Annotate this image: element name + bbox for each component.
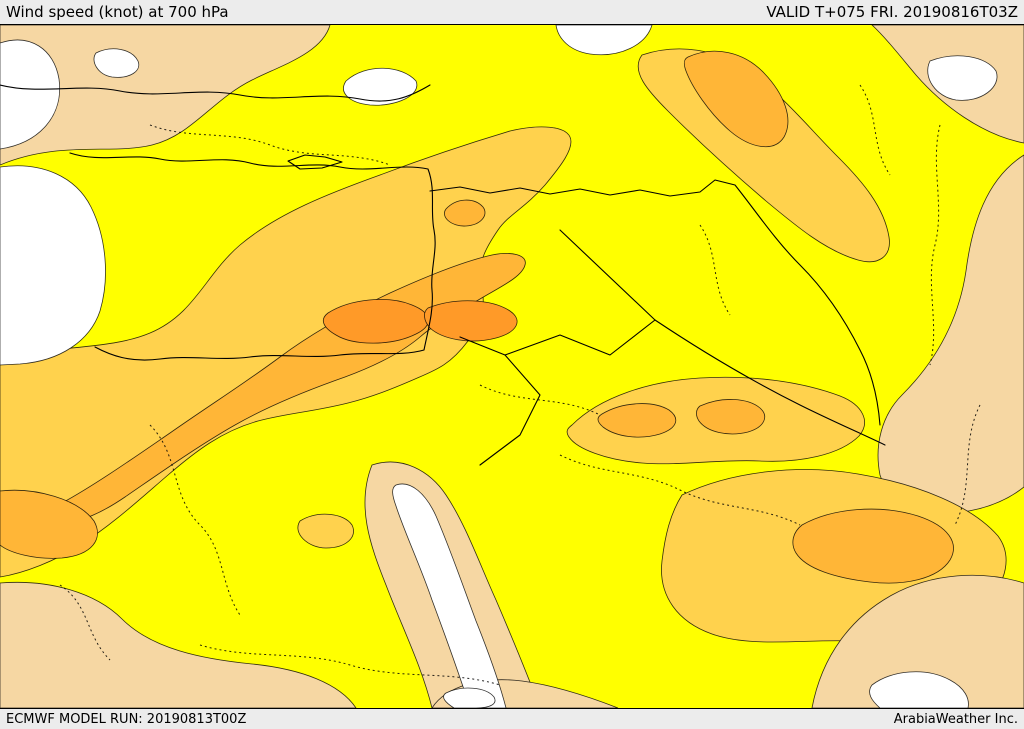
border-syria-iraq [559,229,656,321]
dotted-iran-interior [929,124,941,366]
tan-bottom-left [0,581,357,708]
border-iraq-saudi [654,319,886,446]
dotted-saudi-central [559,454,801,526]
footer-bar: ECMWF MODEL RUN: 20190813T00Z ArabiaWeat… [0,708,1024,729]
mediterranean-west [0,165,106,366]
orange-center-core-east [696,399,766,435]
map-canvas [0,25,1024,708]
aegean-corner [0,39,61,150]
persian-gulf [869,671,969,708]
regions-white [0,25,998,708]
red-sea [392,483,507,708]
orange-northeast-core [683,50,789,148]
wind-speed-map [0,25,1024,708]
border-jordan-saudi [459,319,656,466]
tan-top-left [0,25,331,166]
dotted-northeast [859,84,891,176]
dotted-south [199,644,501,686]
map-title: Wind speed (knot) at 700 hPa [6,3,229,21]
white-top-center [555,25,653,56]
valid-time-label: VALID T+075 FRI. 20190816T03Z [766,3,1018,21]
header-bar: Wind speed (knot) at 700 hPa VALID T+075… [0,0,1024,25]
white-bottom-center [443,687,496,708]
orange-west-blob [0,489,98,559]
deep-core-west [322,299,429,344]
dotted-iraq-interior [699,224,731,316]
marmara-blob [93,48,140,78]
deep-core-east [424,300,518,342]
coastline-anatolia-levant-egypt [69,152,436,361]
dotted-turkey-interior [149,124,391,166]
gold-nile-blob [297,513,354,549]
model-run-label: ECMWF MODEL RUN: 20190813T00Z [6,711,247,727]
border-turkey-syria-iran [429,179,881,426]
orange-bottom-right-core [792,508,954,584]
dotted-borders [59,84,981,686]
orange-lebanon-blob [444,199,486,227]
brand-label: ArabiaWeather Inc. [893,711,1018,727]
country-borders [0,84,886,466]
dotted-right-edge [954,404,981,526]
wind-core-deep [322,299,518,344]
coastline-black-sea [0,84,431,102]
cyprus-outline [287,154,343,170]
dotted-egypt-west [149,424,241,616]
tan-bottom-right-corner [811,574,1024,708]
orange-center-core-west [597,403,677,438]
black-sea-east [343,67,418,106]
dotted-southwest [59,584,111,661]
caspian-sea [927,55,998,101]
